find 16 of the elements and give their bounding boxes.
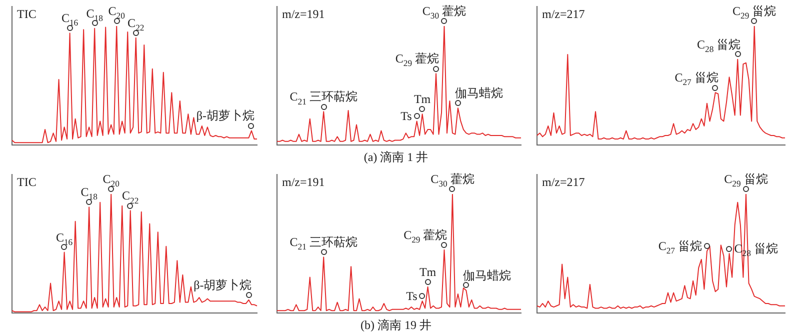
y-axis-title: TIC <box>17 175 36 189</box>
annotation: Tm <box>419 264 437 279</box>
y-axis-title: m/z=191 <box>282 7 325 21</box>
annotation: 伽马蜡烷 <box>463 268 512 282</box>
annotation: 伽马蜡烷 <box>454 86 503 100</box>
annotation: Tm <box>414 92 432 106</box>
annotation: Ts <box>400 109 412 124</box>
y-axis-title: TIC <box>17 7 36 21</box>
y-axis-title: m/z=191 <box>282 175 325 189</box>
annotation: Ts <box>406 289 418 304</box>
text: (a) 滴南 1 井 <box>364 150 428 164</box>
annotation: β-胡萝卜烷 <box>194 278 252 292</box>
annotation: β-胡萝卜烷 <box>196 108 254 123</box>
y-axis-title: m/z=217 <box>542 175 585 189</box>
text: (b) 滴南 19 井 <box>360 318 432 332</box>
y-axis-title: m/z=217 <box>542 7 585 21</box>
